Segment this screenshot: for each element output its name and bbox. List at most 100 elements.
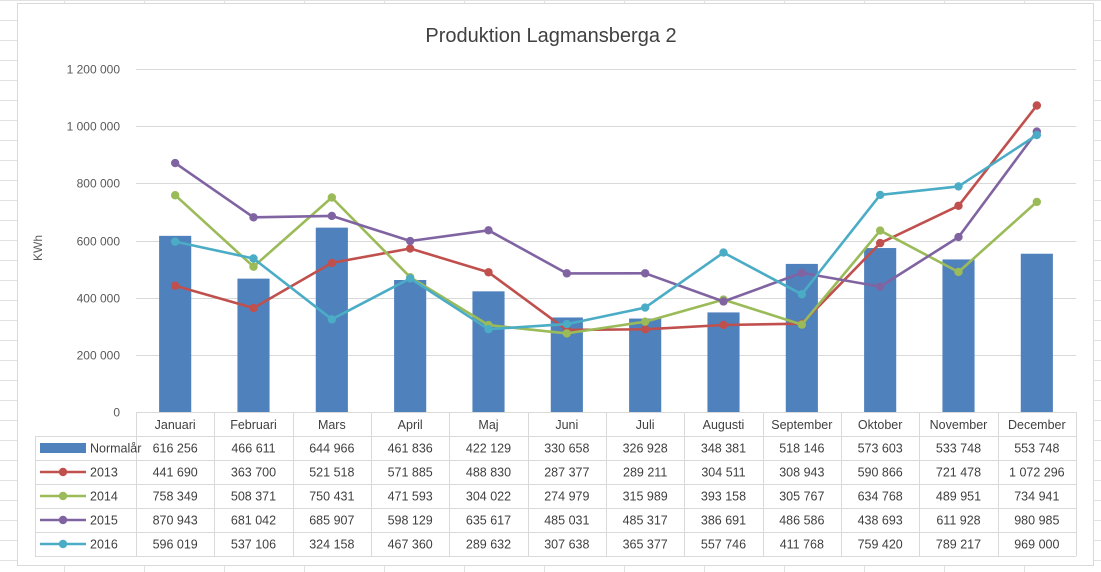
table-value: 611 928 (936, 514, 980, 528)
table-value: 438 693 (858, 514, 903, 528)
line-point (249, 254, 258, 263)
line-point (327, 315, 337, 324)
line-point (170, 158, 180, 168)
line-point (1032, 197, 1042, 207)
chart-area[interactable]: Produktion Lagmansberga 2 KWh 0 200 000 40… (17, 3, 1094, 566)
line-point (954, 232, 963, 242)
table-value: 533 748 (936, 442, 981, 456)
chart-svg: Produktion Lagmansberga 2 KWh 0 200 000 40… (31, 25, 1077, 557)
category-label: Juli (636, 418, 655, 432)
table-value: 870 943 (153, 514, 198, 528)
table-value: 307 638 (544, 538, 589, 552)
bar-mark (237, 278, 270, 412)
bar-mark (785, 263, 818, 412)
y-tick-label: 400 000 (77, 292, 121, 306)
line-point (562, 319, 572, 329)
table-value: 635 617 (466, 514, 511, 528)
table-value: 386 691 (701, 514, 746, 528)
line-point (249, 262, 258, 271)
line-point (170, 281, 180, 290)
category-label: Februari (230, 418, 277, 432)
bar-series (159, 227, 1053, 412)
table-value: 553 748 (1014, 442, 1059, 456)
table-value: 734 941 (1014, 490, 1059, 504)
legend-key-bar (40, 443, 86, 453)
line-point (562, 329, 572, 338)
series-name: 2014 (90, 490, 118, 504)
line-point (562, 269, 572, 278)
table-value: 557 746 (701, 538, 746, 552)
category-label: November (930, 418, 988, 432)
series-name: 2015 (90, 514, 118, 528)
table-value: 365 377 (623, 538, 668, 552)
line-point (797, 320, 807, 329)
table-value: 422 129 (466, 442, 511, 456)
table-value: 521 518 (309, 466, 354, 480)
table-value: 590 866 (858, 466, 903, 480)
line-point (875, 282, 885, 291)
category-label: Augusti (703, 418, 745, 432)
y-tick-labels: 0 200 000 400 000 600 000 800 000 1 000 000 1 … (67, 63, 121, 420)
table-value: 571 885 (388, 466, 433, 480)
data-table: Januari Februari Mars April Maj Juni Juli Augus… (35, 412, 1077, 557)
y-tick-label: 1 000 000 (67, 120, 121, 134)
line-point (797, 268, 807, 278)
table-value: 644 966 (309, 442, 354, 456)
line-point (640, 325, 650, 334)
legend-key-marker (58, 539, 68, 549)
series-name: Normalår (90, 442, 141, 456)
table-value: 759 420 (858, 538, 903, 552)
line-point (954, 182, 963, 191)
y-tick-label: 0 (113, 406, 120, 420)
category-label: April (398, 418, 423, 432)
table-value: 1 072 296 (1009, 466, 1065, 480)
line-point (719, 297, 728, 306)
table-value: 488 830 (466, 466, 511, 480)
table-value: 348 381 (701, 442, 746, 456)
table-value: 485 031 (544, 514, 589, 528)
table-value: 508 371 (231, 490, 276, 504)
table-value: 616 256 (153, 442, 198, 456)
bar-mark (864, 248, 897, 412)
table-value: 598 129 (388, 514, 433, 528)
table-value: 326 928 (623, 442, 668, 456)
table-value: 287 377 (544, 466, 589, 480)
category-label: September (771, 418, 832, 432)
table-value: 750 431 (309, 490, 354, 504)
line-point (1032, 101, 1042, 110)
series-name: 2013 (90, 466, 118, 480)
y-axis-label: KWh (31, 235, 45, 261)
table-value: 305 767 (779, 490, 824, 504)
line-point (640, 303, 650, 312)
y-tick-label: 1 200 000 (67, 63, 121, 77)
table-value: 980 985 (1014, 514, 1059, 528)
line-point (875, 226, 885, 235)
table-value: 330 658 (544, 442, 589, 456)
line-point (327, 211, 337, 221)
series-line (174, 130, 1038, 303)
series-line (174, 194, 1038, 335)
table-value: 596 019 (153, 538, 198, 552)
table-value: 685 907 (309, 514, 354, 528)
table-value: 466 611 (231, 442, 275, 456)
line-point (170, 191, 180, 200)
table-value: 537 106 (231, 538, 276, 552)
series-name: 2016 (90, 538, 118, 552)
legend-key-marker (58, 467, 68, 477)
table-value: 304 511 (701, 466, 745, 480)
line-point (484, 325, 493, 334)
table-value: 758 349 (153, 490, 198, 504)
table-value: 789 217 (936, 538, 981, 552)
line-point (719, 248, 728, 257)
bar-mark (394, 279, 427, 412)
table-value: 289 211 (623, 466, 667, 480)
category-label: Juni (555, 418, 578, 432)
table-value: 485 317 (623, 514, 668, 528)
line-point (954, 267, 963, 277)
table-value: 393 158 (701, 490, 746, 504)
table-value: 274 979 (544, 490, 589, 504)
line-point (1032, 130, 1042, 140)
table-value: 969 000 (1014, 538, 1059, 552)
category-label: Maj (478, 418, 498, 432)
category-label: Mars (318, 418, 346, 432)
